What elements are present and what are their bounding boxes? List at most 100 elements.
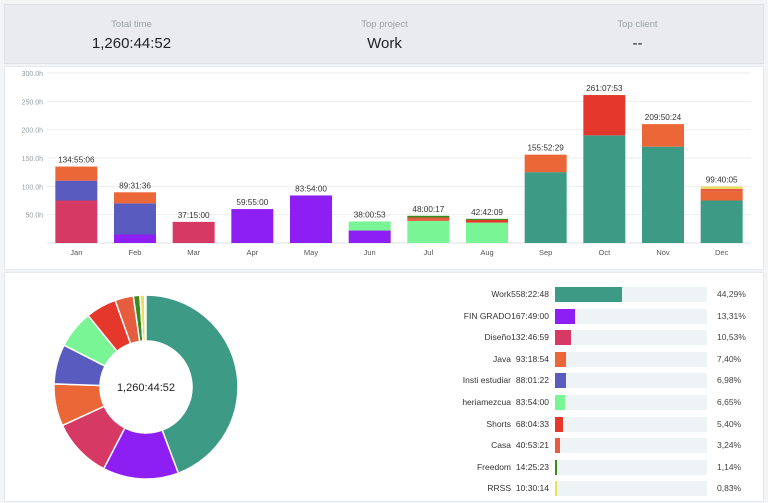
- bar-segment-work[interactable]: [642, 146, 684, 243]
- project-row[interactable]: Work 558:22:48 44,29%: [5, 285, 765, 305]
- project-bar-fill: [555, 459, 557, 475]
- project-bar-fill: [555, 287, 623, 302]
- project-name: Casa: [491, 440, 511, 451]
- bar-segment-insti[interactable]: [55, 180, 98, 201]
- project-duration: 14:25:23: [515, 461, 549, 472]
- bar-segment-work[interactable]: [583, 135, 626, 243]
- project-bar-track: [555, 308, 707, 324]
- bar-chart-panel: 50.0h 100.0h 150.0h 200.0h 250.0h 300.0h 134:5…: [4, 66, 764, 270]
- bar-segment-java[interactable]: [642, 124, 684, 147]
- bar-segment-casa[interactable]: [407, 217, 450, 221]
- project-name: Freedom: [476, 461, 511, 472]
- bar-segment-heriamezcua[interactable]: [466, 222, 508, 243]
- top-client-label: Top client: [617, 19, 658, 30]
- bar-total-label: 37:15:00: [178, 211, 210, 220]
- project-duration: 558:22:48: [511, 289, 549, 299]
- project-name: Diseño: [484, 332, 511, 343]
- project-duration: 93:18:54: [515, 353, 549, 364]
- project-row[interactable]: Java 93:18:54 7,40%: [5, 350, 765, 370]
- project-bar-fill: [555, 373, 566, 389]
- bar-segment-shorts[interactable]: [466, 219, 508, 223]
- project-row[interactable]: FIN GRADO 167:49:00 13,31%: [5, 307, 765, 327]
- y-tick-label: 100.0h: [22, 184, 44, 191]
- project-percentage: 44,29%: [717, 289, 746, 299]
- bar-segment-java[interactable]: [524, 154, 567, 173]
- donut-slice-work[interactable]: [145, 294, 239, 475]
- donut-slice-rrss[interactable]: [139, 294, 147, 342]
- bar-segment-rrss[interactable]: [700, 186, 743, 189]
- project-bar-fill: [555, 330, 571, 346]
- bar-segment-fin_grado[interactable]: [231, 209, 274, 243]
- bar-total-label: 59:55:00: [236, 198, 268, 207]
- x-tick-label: Jul: [424, 248, 434, 257]
- bar-total-label: 209:50:24: [645, 113, 682, 122]
- top-project-label: Top project: [361, 19, 408, 30]
- x-tick-label: Apr: [246, 248, 258, 257]
- y-tick-label: 50.0h: [25, 213, 43, 220]
- project-name: RRSS: [487, 483, 511, 494]
- bar-total-label: 48:00:17: [412, 205, 444, 214]
- project-bar-track: [555, 459, 707, 475]
- project-duration: 167:49:00: [511, 310, 549, 321]
- total-time-card: Total time 1,260:44:52: [5, 5, 258, 65]
- bar-segment-java[interactable]: [55, 166, 98, 181]
- project-percentage: 7,40%: [717, 353, 742, 364]
- bar-total-label: 155:52:29: [527, 144, 564, 153]
- project-bar-fill: [555, 395, 566, 410]
- bar-segment-fin_grado[interactable]: [348, 230, 391, 243]
- x-tick-label: Dec: [715, 248, 729, 257]
- bar-segment-freedom[interactable]: [407, 215, 450, 218]
- bar-segment-diseno[interactable]: [172, 221, 215, 243]
- project-percentage: 6,65%: [717, 397, 742, 407]
- bar-segment-work[interactable]: [700, 200, 743, 244]
- bar-segment-fin_grado[interactable]: [114, 234, 156, 244]
- y-tick-label: 300.0h: [22, 71, 44, 78]
- project-row[interactable]: Freedom 14:25:23 1,14%: [5, 458, 765, 478]
- bar-segment-diseno[interactable]: [55, 200, 98, 244]
- bar-segment-heriamezcua[interactable]: [348, 221, 391, 231]
- donut-center-label: 1,260:44:52: [117, 382, 175, 394]
- x-tick-label: Mar: [187, 248, 200, 257]
- project-percentage: 3,24%: [717, 440, 742, 451]
- project-row[interactable]: Shorts 68:04:33 5,40%: [5, 415, 765, 435]
- x-tick-label: Jan: [70, 248, 82, 257]
- project-percentage: 6,98%: [717, 375, 742, 386]
- bar-segment-java[interactable]: [114, 192, 156, 204]
- bar-segment-shorts[interactable]: [583, 95, 626, 136]
- project-duration: 68:04:33: [515, 418, 549, 429]
- bar-segment-casa[interactable]: [700, 188, 743, 192]
- top-project-value: Work: [367, 35, 402, 52]
- bar-total-label: 38:00:53: [354, 210, 386, 219]
- bar-total-label: 89:31:36: [119, 181, 151, 190]
- project-row[interactable]: Casa 40:53:21 3,24%: [5, 436, 765, 456]
- project-name: heriamezcua: [462, 397, 511, 407]
- bar-segment-insti[interactable]: [114, 203, 156, 235]
- project-percentage: 10,53%: [717, 332, 746, 343]
- total-time-value: 1,260:44:52: [91, 35, 172, 52]
- project-row[interactable]: Diseño 132:46:59 10,53%: [5, 328, 765, 348]
- x-tick-label: Feb: [129, 248, 142, 257]
- bar-total-label: 83:54:00: [295, 184, 327, 193]
- y-tick-label: 250.0h: [22, 99, 44, 106]
- bar-segment-freedom[interactable]: [466, 218, 508, 220]
- x-tick-label: Oct: [598, 248, 611, 257]
- project-bar-track: [555, 287, 707, 302]
- bar-total-label: 134:55:06: [58, 156, 95, 165]
- project-bar-fill: [555, 438, 560, 454]
- project-row[interactable]: Insti estudiar 88:01:22 6,98%: [5, 371, 765, 391]
- project-bar-fill: [555, 308, 576, 324]
- project-row[interactable]: RRSS 10:30:14 0,83%: [5, 479, 765, 499]
- breakdown-panel: 1,260:44:52 Work 558:22:48 44,29% FIN GRADO…: [4, 272, 764, 502]
- bar-segment-heriamezcua[interactable]: [407, 220, 450, 243]
- project-name: FIN GRADO: [463, 310, 511, 321]
- bar-segment-work[interactable]: [524, 172, 567, 243]
- bar-segment-fin_grado[interactable]: [290, 195, 332, 243]
- project-row[interactable]: heriamezcua 83:54:00 6,65%: [5, 393, 765, 413]
- x-tick-label: Jun: [364, 248, 376, 257]
- bar-chart: 50.0h 100.0h 150.0h 200.0h 250.0h 300.0h 134:5…: [22, 71, 751, 257]
- project-name: Java: [493, 353, 511, 364]
- summary-header: Total time 1,260:44:52 Top project Work …: [4, 4, 764, 64]
- bar-segment-java[interactable]: [700, 191, 743, 201]
- project-bar-track: [555, 395, 707, 410]
- project-duration: 40:53:21: [515, 440, 549, 451]
